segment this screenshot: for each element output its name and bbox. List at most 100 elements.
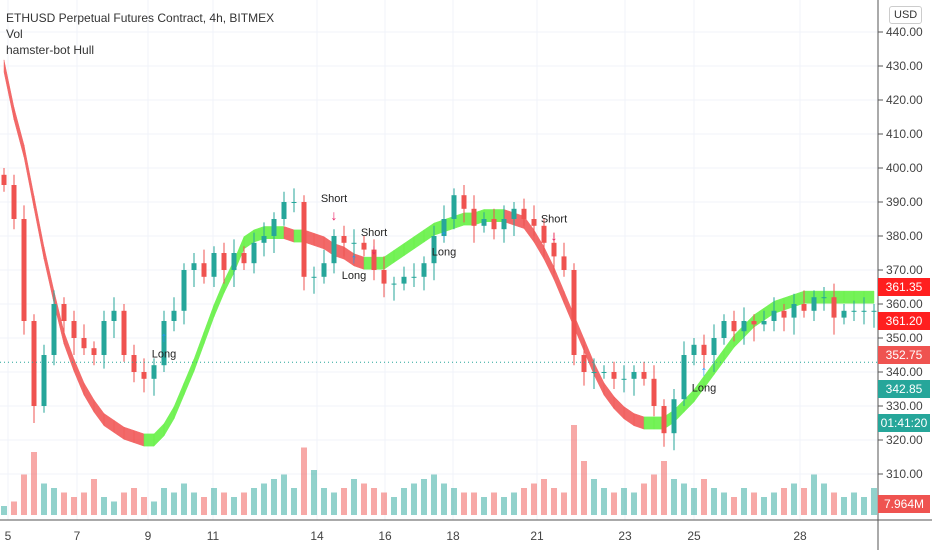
volume-bar	[731, 497, 737, 515]
candle-body	[511, 208, 517, 219]
volume-bar	[401, 488, 407, 515]
y-tick-label: 390.00	[886, 195, 923, 209]
candle-body	[871, 310, 877, 312]
candle-body	[571, 270, 577, 355]
x-tick-label: 25	[687, 529, 701, 543]
price-tag: 361.20	[878, 312, 930, 330]
short-label: Short	[361, 227, 387, 239]
candle-body	[321, 263, 327, 277]
candle-body	[301, 202, 307, 277]
candle-body	[181, 270, 187, 311]
short-arrow-icon: ↓	[551, 227, 558, 243]
hull-band-segment	[213, 280, 225, 318]
volume-bar	[411, 483, 417, 515]
candle-body	[31, 321, 37, 406]
volume-bar	[451, 488, 457, 515]
candle-body	[831, 297, 837, 318]
volume-bar	[701, 479, 707, 515]
volume-bar	[691, 488, 697, 515]
candle-body	[431, 236, 437, 264]
candle-body	[221, 253, 227, 270]
candle-body	[241, 253, 247, 264]
volume-bar	[121, 492, 127, 515]
candle-body	[201, 263, 207, 277]
volume-bar	[781, 488, 787, 515]
hull-band-segment	[723, 334, 735, 362]
candle-body	[141, 372, 147, 379]
hull-band-segment	[183, 358, 195, 396]
volume-bar	[161, 488, 167, 515]
volume-bar	[101, 497, 107, 515]
volume-bar	[481, 497, 487, 515]
volume-bar	[151, 501, 157, 515]
volume-bar	[821, 483, 827, 515]
candle-body	[271, 219, 277, 236]
volume-bar	[311, 470, 317, 515]
hull-band-segment	[133, 430, 145, 447]
candle-body	[331, 236, 337, 264]
volume-bar	[581, 461, 587, 515]
candle-body	[501, 219, 507, 230]
candle-body	[41, 355, 47, 406]
volume-bar	[791, 483, 797, 515]
volume-bar	[341, 488, 347, 515]
long-arrow-icon: ↑	[161, 328, 168, 344]
candle-body	[341, 236, 347, 243]
volume-bar	[501, 497, 507, 515]
hull-band-segment	[93, 399, 105, 427]
volume-bar	[711, 488, 717, 515]
volume-bar	[351, 479, 357, 515]
x-tick-label: 11	[207, 529, 220, 543]
hull-band-segment	[553, 267, 565, 304]
price-tag: 361.35	[878, 278, 930, 296]
volume-bar	[551, 488, 557, 515]
candle-body	[661, 406, 667, 434]
candle-body	[531, 219, 537, 226]
candle-body	[291, 202, 297, 203]
volume-bar	[741, 488, 747, 515]
volume-bar	[61, 492, 67, 515]
volume-bar	[761, 497, 767, 515]
volume-bar	[171, 492, 177, 515]
volume-bar	[641, 483, 647, 515]
volume-bar	[41, 483, 47, 515]
candle-body	[641, 372, 647, 379]
volume-bar	[221, 492, 227, 515]
candle-body	[61, 304, 67, 321]
volume-bar	[371, 488, 377, 515]
volume-bar	[631, 492, 637, 515]
volume-bar	[381, 492, 387, 515]
candle-body	[411, 276, 417, 278]
volume-bar	[301, 447, 307, 515]
volume-bar	[651, 474, 657, 515]
hull-band-segment	[413, 229, 425, 250]
candle-body	[841, 310, 847, 318]
volume-bar	[441, 483, 447, 515]
candle-body	[751, 321, 757, 325]
currency-button[interactable]: USD	[889, 6, 923, 24]
volume-bar	[771, 492, 777, 515]
volume-bar	[11, 501, 17, 515]
volume-bar	[431, 474, 437, 515]
candle-body	[21, 219, 27, 321]
candle-body	[731, 321, 737, 332]
hull-band-segment	[173, 382, 185, 420]
candle-body	[561, 256, 567, 270]
candle-body	[651, 378, 657, 406]
y-tick-label: 310.00	[886, 467, 923, 481]
candle-body	[581, 355, 587, 372]
volume-bar	[541, 479, 547, 515]
candle-body	[811, 297, 817, 311]
hull-band-segment	[163, 405, 175, 437]
candle-body	[421, 263, 427, 277]
volume-bar	[71, 497, 77, 515]
candle-body	[261, 236, 267, 243]
candle-body	[361, 242, 367, 250]
hull-band-segment	[843, 290, 855, 304]
volume-bar	[191, 492, 197, 515]
candle-body	[121, 310, 127, 355]
candle-body	[461, 195, 467, 209]
candle-body	[131, 355, 137, 372]
